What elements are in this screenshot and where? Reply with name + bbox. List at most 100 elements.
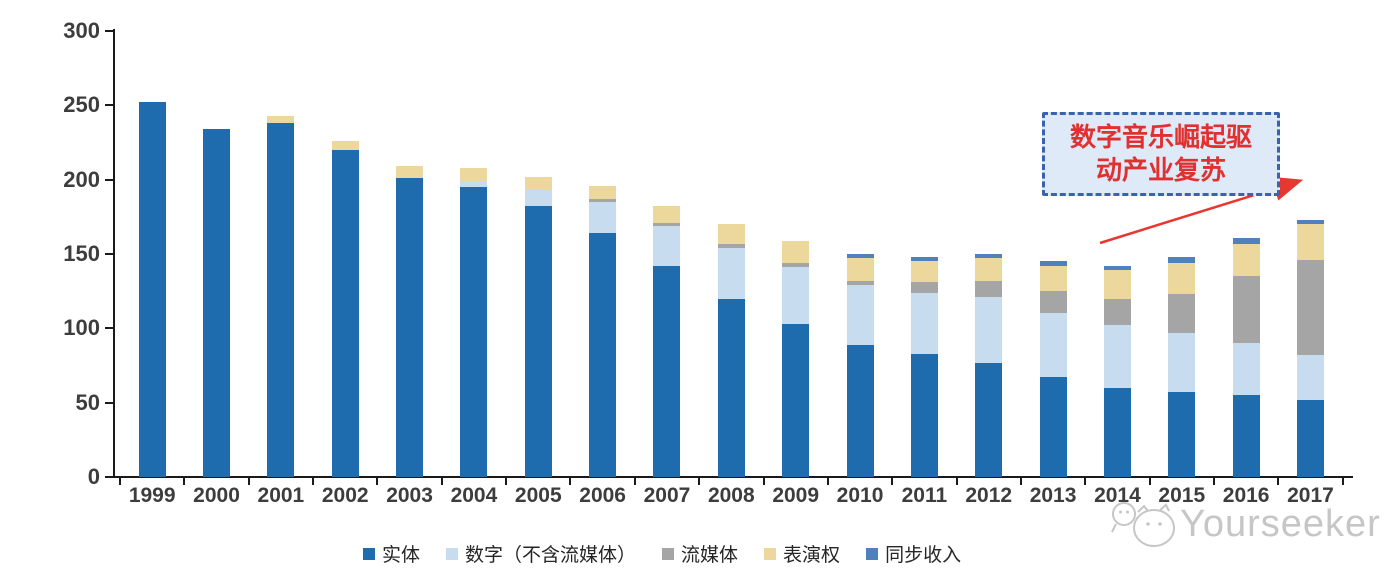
bar-segment-2012: [975, 258, 1003, 281]
bar-segment-2012: [975, 297, 1003, 363]
bar-segment-2002: [331, 141, 359, 150]
bar-segment-2010: [846, 254, 874, 259]
bar-segment-2013: [1039, 261, 1067, 266]
bar-segment-2011: [910, 292, 938, 354]
bar-segment-2014: [1103, 270, 1131, 299]
y-axis-tick: [105, 253, 114, 255]
y-axis-tick-label: 100: [63, 315, 100, 341]
bar-segment-2008: [717, 224, 745, 244]
bar-segment-2001: [267, 123, 295, 477]
bar-segment-2015: [1168, 294, 1196, 333]
x-axis-tick: [569, 478, 572, 485]
bar-segment-2007: [653, 222, 681, 226]
x-axis-tick: [1212, 478, 1215, 485]
bar-segment-2017: [1296, 399, 1324, 477]
x-axis-tick: [762, 478, 765, 485]
x-axis-tick: [312, 478, 315, 485]
bar-segment-2016: [1232, 395, 1260, 477]
x-axis-tick: [183, 478, 186, 485]
legend-item: 同步收入: [866, 540, 961, 567]
bar-segment-2012: [975, 362, 1003, 477]
bar-segment-2017: [1296, 259, 1324, 356]
y-axis-tick-label: 300: [63, 18, 100, 43]
x-axis-tick: [440, 478, 443, 485]
bar-segment-2008: [717, 243, 745, 249]
bar-segment-2011: [910, 261, 938, 283]
bar-segment-2010: [846, 344, 874, 477]
x-axis-tick: [633, 478, 636, 485]
legend-item: 表演权: [764, 540, 840, 567]
x-axis-category-label: 2000: [193, 484, 240, 507]
bar-segment-2001: [267, 115, 295, 124]
bar-segment-1999: [138, 102, 166, 477]
bar-segment-2007: [653, 225, 681, 266]
y-axis-tick: [105, 327, 114, 330]
watermark: Yourseeker: [1108, 498, 1381, 550]
x-axis-category-label: 2001: [257, 484, 305, 507]
legend-label: 数字（不含流媒体）: [465, 545, 637, 566]
annotation-callout: 数字音乐崛起驱 动产业复苏: [1042, 112, 1280, 196]
bar-segment-2009: [782, 240, 810, 263]
x-axis-tick: [505, 478, 508, 485]
legend-label: 流媒体: [681, 545, 739, 566]
watermark-text: Yourseeker: [1180, 503, 1381, 545]
bar-segment-2014: [1103, 387, 1131, 477]
bar-segment-2009: [782, 262, 810, 268]
bar-segment-2006: [589, 201, 617, 234]
x-axis-tick: [955, 478, 958, 485]
x-axis-category-label: 2007: [643, 484, 691, 507]
x-axis-category-label: 2005: [514, 484, 562, 507]
x-axis-tick: [891, 478, 894, 485]
bar-segment-2013: [1039, 313, 1067, 378]
legend-item: 实体: [363, 540, 420, 567]
x-axis-category-label: 2017: [1287, 484, 1334, 507]
x-axis-category-label: 2006: [579, 484, 626, 507]
bar-segment-2016: [1232, 276, 1260, 344]
bar-segment-2004: [460, 187, 488, 477]
legend-item: 流媒体: [662, 540, 738, 567]
x-axis-tick: [826, 478, 829, 485]
bar-segment-2015: [1168, 332, 1196, 393]
legend-label: 表演权: [783, 545, 841, 566]
bar-segment-2016: [1232, 343, 1260, 396]
bar-segment-2000: [203, 129, 231, 477]
annotation-text-line2: 动产业复苏: [1095, 156, 1226, 185]
bar-segment-2012: [975, 280, 1003, 298]
bar-segment-2010: [846, 258, 874, 281]
x-axis-category-label: 2010: [836, 484, 884, 507]
annotation-text-line1: 数字音乐崛起驱: [1069, 123, 1252, 152]
chart-legend: 实体 数字（不含流媒体） 流媒体 表演权 同步收入: [363, 540, 961, 567]
bar-segment-2013: [1039, 265, 1067, 292]
bar-segment-2002: [331, 149, 359, 477]
bar-segment-2004: [460, 167, 488, 182]
x-axis-tick: [698, 478, 701, 485]
x-axis-tick: [1084, 478, 1087, 485]
bar-segment-2014: [1103, 325, 1131, 388]
bar-segment-2015: [1168, 262, 1196, 295]
bar-segment-2017: [1296, 224, 1324, 260]
bar-segment-2017: [1296, 355, 1324, 400]
y-axis-tick-label: 50: [75, 389, 100, 415]
x-axis-category-label: 2015: [1158, 484, 1206, 507]
bar-segment-2011: [910, 353, 938, 477]
bar-segment-2009: [782, 267, 810, 324]
x-axis-category-label: 2004: [450, 484, 498, 507]
x-axis-category-label: 2011: [901, 484, 948, 507]
bar-segment-2014: [1103, 298, 1131, 326]
y-axis-tick: [105, 30, 114, 32]
bar-segment-2011: [910, 256, 938, 262]
bar-segment-2009: [782, 323, 810, 477]
x-axis-category-label: 2009: [772, 484, 820, 507]
x-axis-tick: [1019, 478, 1022, 485]
x-axis-category-label: 2014: [1094, 484, 1141, 507]
bar-segment-2011: [910, 282, 938, 293]
x-axis-category-label: 2002: [321, 484, 369, 507]
y-axis-tick-label: 0: [87, 464, 100, 489]
yourseeker-logo-icon: [1111, 502, 1175, 547]
y-axis-line: [113, 29, 115, 478]
legend-item: 数字（不含流媒体）: [446, 540, 636, 567]
bar-segment-2005: [524, 190, 552, 207]
legend-swatch-icon: [764, 547, 777, 560]
x-axis-line: [113, 476, 1353, 478]
x-axis-category-label: 2016: [1222, 484, 1270, 507]
